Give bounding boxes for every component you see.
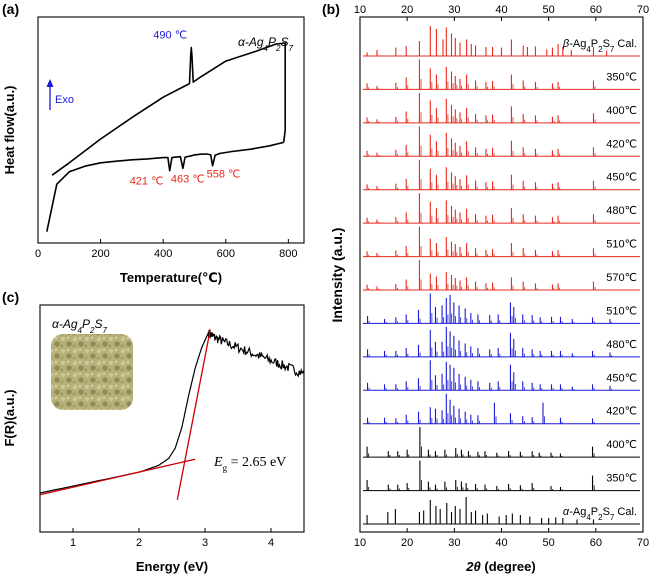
xtick-label: 400 xyxy=(154,248,172,260)
xtick-label: 4 xyxy=(268,537,274,549)
xrd-pattern: 350℃ xyxy=(363,460,640,492)
xrd-label: 350℃ xyxy=(606,473,637,485)
xtick-label-top: 10 xyxy=(354,4,366,16)
xrd-label: 350℃ xyxy=(606,71,637,83)
xrd-label: 420℃ xyxy=(606,406,637,418)
xtick-label-top: 60 xyxy=(590,4,602,16)
xrd-label: 400℃ xyxy=(606,105,637,117)
annotation-490: 490 ℃ xyxy=(153,30,187,42)
xtick-label-top: 20 xyxy=(401,4,413,16)
xrd-pattern: 480℃ xyxy=(363,193,640,224)
xrd-label: 480℃ xyxy=(606,339,637,351)
panel-b-frame xyxy=(359,16,644,533)
xrd-pattern: β-Ag4P2S7 Cal. xyxy=(363,26,640,57)
exo-label: Exo xyxy=(55,94,74,106)
xtick-label: 50 xyxy=(543,537,555,549)
xtick-label: 2 xyxy=(136,537,142,549)
panel-c-xlabel: Energy (eV) xyxy=(136,559,208,574)
panel-c-label: (c) xyxy=(2,289,19,305)
panel-c-series xyxy=(39,329,305,501)
panel-b-xlabel: 2θ (degree) xyxy=(465,559,535,574)
xrd-pattern: 480℃ xyxy=(363,326,640,358)
sample-photo xyxy=(51,334,133,410)
xrd-label: 420℃ xyxy=(606,138,637,150)
panel-a-series xyxy=(46,42,287,232)
annotation-421: 421 ℃ xyxy=(130,176,164,188)
panel-a-dsc: (a) α-Ag4P2S7 0 200 400 600 800 Exo 490 ℃ 42… xyxy=(2,1,305,285)
xtick-label: 800 xyxy=(279,248,297,260)
xtick-label-top: 40 xyxy=(495,4,507,16)
xrd-label: 510℃ xyxy=(606,305,637,317)
uvvis-baseline-fit xyxy=(39,458,196,496)
panel-b-patterns: β-Ag4P2S7 Cal. 350℃ 400℃ 420℃ 450℃ 480℃ 510℃ 57… xyxy=(363,26,640,525)
panel-a-ylabel: Heat flow(a.u.) xyxy=(2,86,17,175)
xrd-label: 400℃ xyxy=(606,439,637,451)
dsc-curve-heating xyxy=(46,141,284,232)
exo-arrowhead-icon xyxy=(46,79,54,87)
xtick-label: 600 xyxy=(217,248,235,260)
dsc-curve-return xyxy=(51,42,287,176)
xrd-pattern: 400℃ xyxy=(363,92,640,124)
xrd-label: 450℃ xyxy=(606,372,637,384)
xtick-label: 200 xyxy=(91,248,109,260)
xtick-label: 30 xyxy=(448,537,460,549)
xtick-label: 1 xyxy=(70,537,76,549)
panel-b-ylabel: Intensity (a.u.) xyxy=(329,228,345,323)
panel-a-xticks: 0 200 400 600 800 xyxy=(35,239,298,260)
panel-b-label: (b) xyxy=(322,1,340,17)
panel-c-uvvis: (c) α-Ag4P2S7 1 2 3 4 Eg = 2.65 eV F(R)(a.u… xyxy=(2,289,305,574)
xrd-label: β-Ag4P2S7 Cal. xyxy=(562,38,637,54)
xrd-pattern: 510℃ xyxy=(363,293,640,324)
xrd-label: α-Ag4P2S7 Cal. xyxy=(563,506,637,522)
xrd-pattern: 450℃ xyxy=(363,360,640,391)
xrd-pattern: 420℃ xyxy=(363,393,640,425)
xrd-label: 510℃ xyxy=(606,239,637,251)
annotation-558: 558 ℃ xyxy=(207,169,241,181)
xrd-pattern: 400℃ xyxy=(363,427,640,458)
xtick-label: 70 xyxy=(637,537,649,549)
xtick-label: 60 xyxy=(590,537,602,549)
xtick-label: 40 xyxy=(495,537,507,549)
xtick-label: 20 xyxy=(401,537,413,549)
xrd-pattern: α-Ag4P2S7 Cal. xyxy=(363,497,640,525)
xtick-label: 3 xyxy=(202,537,208,549)
panel-a-frame xyxy=(37,16,305,244)
panel-b-xticks: 10 10 20 20 30 30 40 40 50 50 60 60 70 70 xyxy=(354,4,649,549)
xtick-label: 10 xyxy=(354,537,366,549)
panel-c-frame xyxy=(39,304,305,533)
panel-c-xticks: 1 2 3 4 xyxy=(70,528,274,549)
xtick-label-top: 30 xyxy=(448,4,460,16)
xrd-pattern: 350℃ xyxy=(363,59,640,90)
xrd-pattern: 420℃ xyxy=(363,126,640,157)
xtick-label-top: 50 xyxy=(543,4,555,16)
panel-a-xlabel: Temperature(℃) xyxy=(120,270,222,285)
xtick-label: 0 xyxy=(35,248,41,260)
panel-a-label: (a) xyxy=(2,1,19,17)
xrd-pattern: 510℃ xyxy=(363,226,640,258)
xrd-label: 480℃ xyxy=(606,205,637,217)
xrd-pattern: 450℃ xyxy=(363,159,640,191)
xtick-label-top: 70 xyxy=(637,4,649,16)
xrd-label: 570℃ xyxy=(606,272,637,284)
panel-b-xrd: (b) 10 10 20 20 30 30 40 40 50 50 60 60 70 70 β-Ag4P2… xyxy=(322,1,649,574)
xrd-pattern: 570℃ xyxy=(363,260,640,291)
bandgap-annotation: Eg = 2.65 eV xyxy=(213,455,286,473)
panel-c-title: α-Ag4P2S7 xyxy=(52,317,107,335)
xrd-label: 450℃ xyxy=(606,172,637,184)
uvvis-edge-fit xyxy=(176,329,211,501)
panel-c-ylabel: F(R)(a.u.) xyxy=(2,389,17,446)
annotation-463: 463 ℃ xyxy=(171,173,205,185)
